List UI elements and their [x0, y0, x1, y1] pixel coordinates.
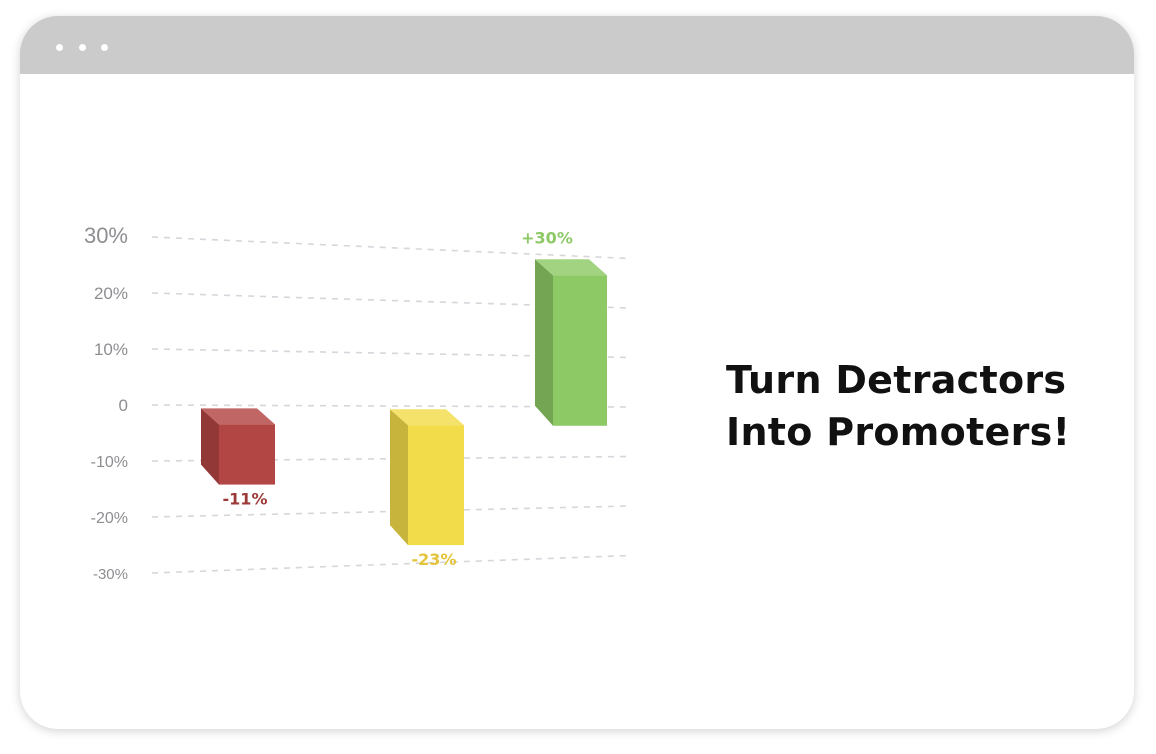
data-label: +30%	[521, 228, 573, 247]
data-label: -23%	[412, 550, 457, 569]
bar	[219, 424, 275, 485]
window-titlebar	[20, 16, 1134, 74]
window-control-dot[interactable]	[79, 44, 86, 51]
browser-window	[20, 16, 1134, 729]
bar-top	[535, 259, 607, 276]
gridline	[151, 236, 631, 260]
headline-line-2: Into Promoters!	[726, 410, 1071, 454]
window-control-dot[interactable]	[56, 44, 63, 51]
y-tick-label: -30%	[93, 566, 128, 583]
bar-side	[201, 408, 219, 485]
y-tick-label: -10%	[91, 454, 128, 471]
gridline	[151, 554, 631, 574]
y-tick-label: 30%	[84, 223, 128, 248]
y-tick-label: 20%	[94, 284, 128, 303]
y-tick-label: -20%	[91, 510, 128, 527]
headline-line-1: Turn Detractors	[726, 358, 1067, 402]
bar	[408, 425, 464, 546]
bar	[553, 275, 607, 426]
y-tick-label: 0	[119, 396, 128, 415]
y-tick-label: 10%	[94, 340, 128, 359]
bar-side	[535, 259, 553, 426]
bar-top	[201, 408, 275, 425]
window-control-dot[interactable]	[101, 44, 108, 51]
headline: Turn Detractors Into Promoters!	[726, 354, 1126, 458]
bar-top	[390, 409, 464, 426]
bar-side	[390, 409, 408, 546]
gridline	[151, 505, 631, 518]
data-label: -11%	[223, 490, 268, 509]
gridline	[151, 455, 631, 462]
